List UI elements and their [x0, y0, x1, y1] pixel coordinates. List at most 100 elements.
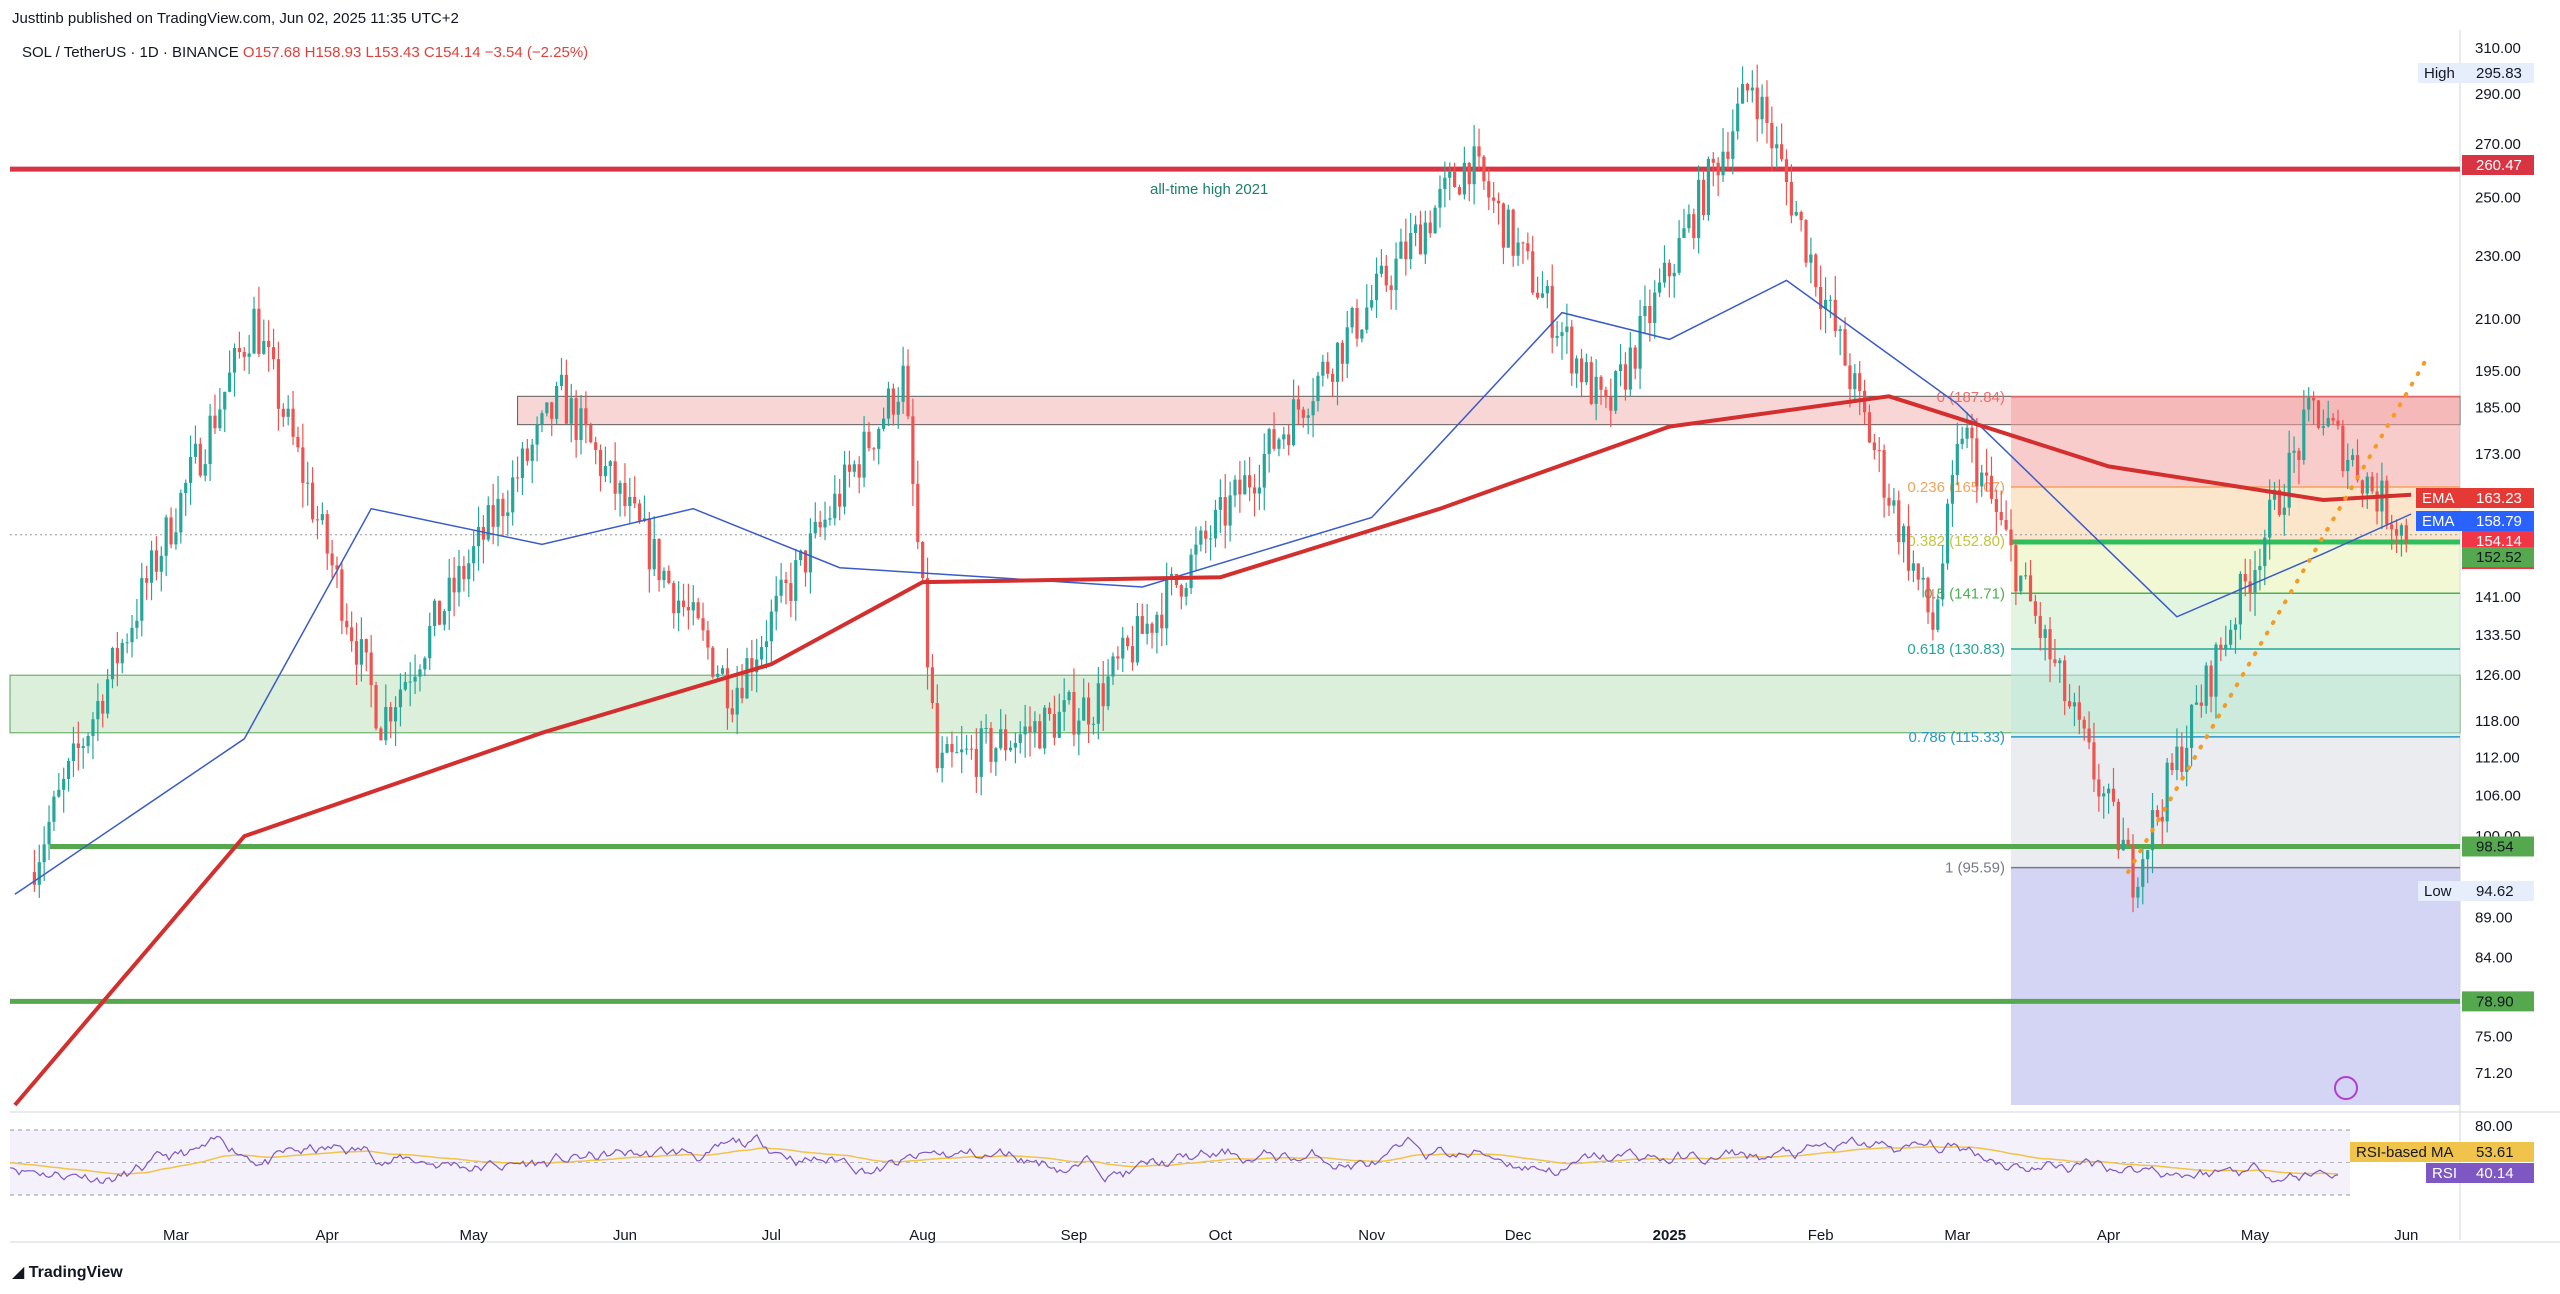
price-tick: 112.00 [2475, 749, 2520, 766]
candle-down [2375, 491, 2379, 512]
candle-down [1355, 308, 1359, 339]
candle-down [1579, 358, 1584, 383]
candle-down [1301, 409, 1305, 418]
candle-up [1941, 563, 1945, 600]
candle-up [1082, 697, 1086, 721]
price-tag-support_green-value: 98.54 [2476, 838, 2514, 855]
candle-down [1701, 179, 1706, 215]
candle-up [1721, 151, 1725, 176]
candle-up [955, 752, 959, 754]
candle-down [730, 708, 734, 715]
candle-up [408, 681, 412, 683]
candle-down [1389, 285, 1393, 291]
candle-up [218, 409, 222, 429]
candle-up [2346, 459, 2350, 472]
candle-up [2102, 793, 2106, 797]
candle-down [1248, 475, 1252, 488]
candle-up [823, 519, 827, 528]
price-tag-high-label-bg [2418, 63, 2462, 83]
candle-up [81, 746, 85, 749]
price-tag-support_green-value-bg [2462, 991, 2534, 1012]
rsi-value-tag-value-bg [2462, 1163, 2534, 1183]
price-tag-last-value: 154.14 [2476, 533, 2522, 550]
candle-up [1438, 189, 1442, 208]
candle-down [76, 743, 80, 749]
candle-up [2058, 660, 2062, 664]
candle-up [1409, 232, 1413, 260]
candle-down [330, 553, 334, 566]
candle-up [184, 482, 188, 494]
candle-down [1028, 726, 1032, 733]
price-tick: 133.50 [2475, 627, 2521, 644]
candle-down [1897, 500, 1901, 543]
candle-up [799, 550, 803, 561]
candle-up [813, 521, 817, 534]
candle-down [350, 627, 354, 642]
candle-up [423, 658, 427, 670]
candle-down [1916, 563, 1920, 580]
candle-down [950, 743, 954, 753]
time-tick: May [459, 1227, 488, 1244]
candle-down [1238, 479, 1242, 495]
rsi-value-tag-label: RSI [2432, 1165, 2457, 1182]
candle-up [506, 512, 510, 517]
candle-down [2248, 581, 2252, 593]
candle-down [1252, 487, 1257, 494]
candle-down [1804, 220, 1808, 263]
replay-icon [2334, 1076, 2358, 1100]
price-tag-ema_blue-label: EMA [2422, 513, 2455, 530]
candle-down [237, 347, 241, 353]
price-tag-high-label: High [2424, 65, 2455, 82]
candle-up [569, 398, 573, 424]
candle-up [842, 464, 847, 507]
time-tick: Apr [2097, 1227, 2120, 1244]
candle-down [1204, 530, 1208, 539]
symbol-name[interactable]: SOL / TetherUS · 1D · BINANCE [22, 44, 239, 61]
candle-up [203, 464, 207, 476]
price-tag-low-label-bg [2418, 881, 2462, 901]
candle-up [120, 642, 124, 664]
candle-up [359, 639, 363, 665]
candle-up [262, 340, 266, 354]
candle-down [515, 477, 520, 479]
candle-down [2053, 659, 2057, 664]
candle-up [2146, 850, 2150, 860]
candle-up [2224, 644, 2228, 650]
candle-down [2082, 719, 2086, 729]
candle-up [228, 372, 232, 392]
candle-up [1750, 87, 1754, 91]
candle-up [1194, 544, 1198, 555]
candle-up [603, 466, 608, 477]
candle-up [2185, 747, 2189, 772]
tradingview-logo[interactable]: ◢ TradingView [12, 1262, 123, 1282]
candle-up [720, 668, 725, 674]
candle-up [677, 600, 681, 614]
candle-down [1467, 162, 1471, 185]
candle-up [759, 647, 764, 660]
candle-down [1487, 181, 1491, 198]
candle-down [242, 352, 246, 357]
price-tick: 290.00 [2475, 86, 2521, 103]
candle-down [291, 408, 295, 437]
candle-down [974, 748, 978, 777]
candle-down [2277, 489, 2282, 515]
candle-up [384, 707, 388, 741]
candle-up [1921, 577, 1925, 580]
candle-down [1926, 577, 1930, 613]
candle-up [1067, 691, 1071, 701]
candle-up [1365, 307, 1369, 330]
candle-up [42, 844, 46, 863]
candle-up [1345, 327, 1349, 364]
candle-down [1692, 214, 1696, 239]
rsi-value-tag-value: 40.14 [2476, 1165, 2514, 1182]
price-tag-support_green-value: 152.52 [2476, 549, 2522, 566]
candle-up [511, 477, 515, 513]
candle-down [1906, 526, 1911, 571]
candle-up [618, 482, 622, 494]
candle-up [1775, 144, 1779, 149]
candle-down [1457, 187, 1462, 195]
time-tick: Dec [1505, 1227, 1532, 1244]
publisher-line: Justtinb published on TradingView.com, J… [12, 10, 459, 27]
candle-up [1394, 258, 1398, 291]
